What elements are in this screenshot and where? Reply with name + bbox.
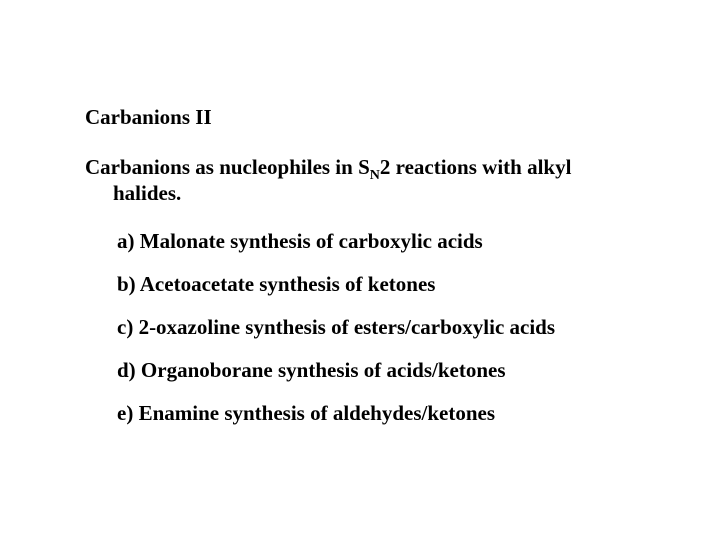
list-item-e: e) Enamine synthesis of aldehydes/ketone… <box>117 401 635 426</box>
subtitle-line1: Carbanions as nucleophiles in SN2 reacti… <box>85 155 571 179</box>
page-subtitle: Carbanions as nucleophiles in SN2 reacti… <box>85 154 635 207</box>
subtitle-line2: halides. <box>85 180 635 206</box>
subtitle-text-1: Carbanions as nucleophiles in S <box>85 155 370 179</box>
page-title: Carbanions II <box>85 105 635 130</box>
subtitle-text-2: 2 reactions with alkyl <box>380 155 572 179</box>
list-item-d: d) Organoborane synthesis of acids/keton… <box>117 358 635 383</box>
list-item-c: c) 2-oxazoline synthesis of esters/carbo… <box>117 315 635 340</box>
list-item-b: b) Acetoacetate synthesis of ketones <box>117 272 635 297</box>
synthesis-list: a) Malonate synthesis of carboxylic acid… <box>85 229 635 426</box>
list-item-a: a) Malonate synthesis of carboxylic acid… <box>117 229 635 254</box>
subscript-n: N <box>370 168 380 183</box>
